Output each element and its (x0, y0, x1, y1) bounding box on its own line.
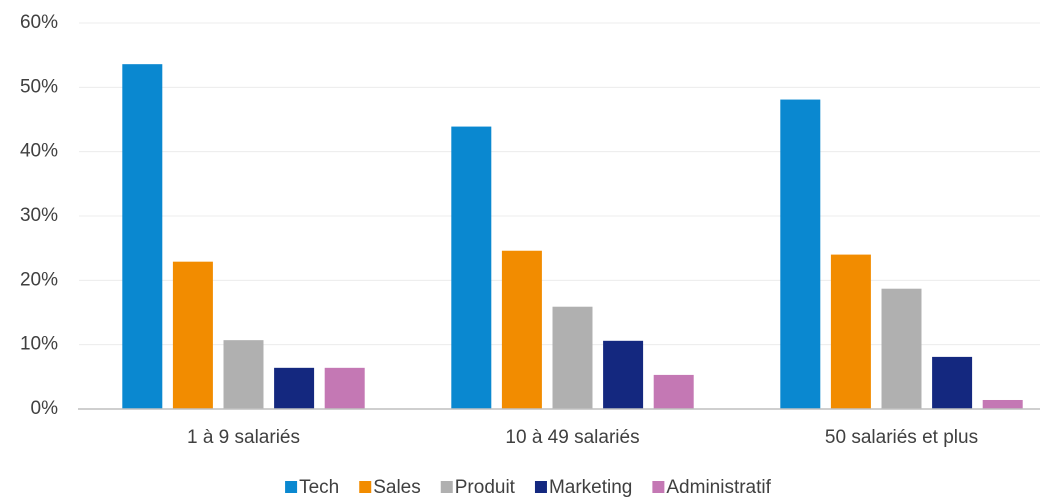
bar (881, 288, 922, 409)
legend-label: Produit (455, 477, 516, 497)
y-tick-label: 30% (20, 205, 58, 226)
bar (122, 64, 163, 409)
legend-label: Sales (373, 477, 421, 497)
bar (274, 367, 315, 409)
bar (603, 340, 644, 409)
x-tick-label: 1 à 9 salariés (187, 427, 300, 448)
bar (324, 367, 365, 409)
legend-label: Administratif (666, 477, 771, 497)
legend-swatch (534, 481, 547, 493)
bar (552, 306, 593, 409)
bar (830, 254, 871, 409)
bar (451, 126, 492, 410)
legend-label: Tech (299, 477, 339, 497)
legend-swatch (440, 481, 453, 493)
legend-swatch (359, 481, 372, 493)
y-tick-label: 20% (20, 269, 58, 290)
x-tick-label: 10 à 49 salariés (505, 427, 639, 448)
legend-swatch (652, 481, 665, 493)
bar (780, 99, 821, 409)
y-tick-label: 50% (20, 76, 58, 97)
bar (223, 340, 264, 409)
bar (653, 374, 694, 409)
bar (932, 356, 973, 409)
y-tick-label: 40% (20, 141, 58, 162)
bar (501, 250, 542, 409)
bar (172, 261, 213, 409)
y-tick-label: 60% (20, 12, 58, 33)
legend-swatch (285, 481, 298, 493)
y-tick-label: 0% (31, 398, 59, 419)
legend-label: Marketing (549, 477, 632, 497)
bar (982, 399, 1023, 409)
y-tick-label: 10% (20, 334, 58, 355)
x-tick-label: 50 salariés et plus (825, 427, 978, 448)
